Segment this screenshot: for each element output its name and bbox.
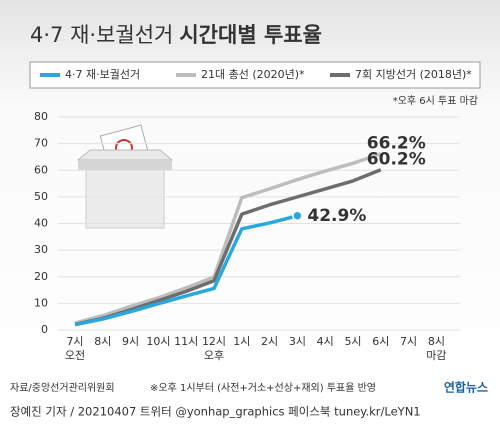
ballot-box [76,124,174,229]
x-tick-label: 7시 [66,335,83,348]
end-label: 66.2% [367,134,426,154]
y-tick-label: 70 [34,137,48,150]
legend-box [29,61,481,89]
x-tick-label: 11시 [174,335,198,348]
footnote: ※오후 1시부터 (사전+거소+선상+재외) 투표율 반영 [150,382,376,394]
y-tick-label: 50 [34,190,48,203]
y-tick-label: 40 [34,217,48,230]
y-tick-label: 80 [34,110,48,123]
x-tick-label: 3시 [289,335,306,348]
y-tick-label: 60 [34,163,48,176]
note: *오후 6시 투표 마감 [393,95,478,107]
series-line [74,152,382,325]
x-tick-sublabel: 오전 [65,349,85,362]
legend-label: 4·7 재·보궐선거 [65,67,140,81]
y-tick-label: 0 [41,323,48,336]
x-tick-label: 6시 [372,335,389,348]
series-line [74,214,298,327]
x-tick-label: 4시 [317,335,334,348]
x-tick-sublabel: 오후 [204,349,224,362]
legend-label: 7회 지방선거 (2018년)* [355,68,472,81]
chart-title: 4·7 재·보궐선거 시간대별 투표율 [30,23,322,47]
x-tick-label: 9시 [122,335,139,348]
y-tick-label: 20 [34,270,48,283]
end-label: 42.9% [307,206,366,226]
x-tick-sublabel: 마감 [426,349,446,362]
y-tick-label: 30 [34,243,48,256]
title-bold: 시간대별 투표율 [179,23,322,47]
end-marker [292,210,303,222]
x-tick-label: 8시 [94,335,111,348]
x-tick-label: 10시 [146,335,170,348]
x-tick-label: 12시 [202,335,226,348]
legend-label: 21대 총선 (2020년)* [201,68,305,81]
logo: 연합뉴스 [444,380,488,395]
x-tick-label: 5시 [344,335,361,348]
y-tick-label: 10 [34,296,48,309]
source: 자료/중앙선거관리위원회 [10,381,115,394]
x-tick-label: 7시 [400,335,417,348]
byline: 장예진 기자 / 20210407 트위터 @yonhap_graphics 페… [10,405,421,419]
x-tick-label: 8시 [428,335,445,348]
x-tick-label: 2시 [261,335,278,348]
title-light: 4·7 재·보궐선거 [30,23,173,47]
end-label: 60.2% [367,150,426,170]
x-tick-label: 1시 [233,335,250,348]
